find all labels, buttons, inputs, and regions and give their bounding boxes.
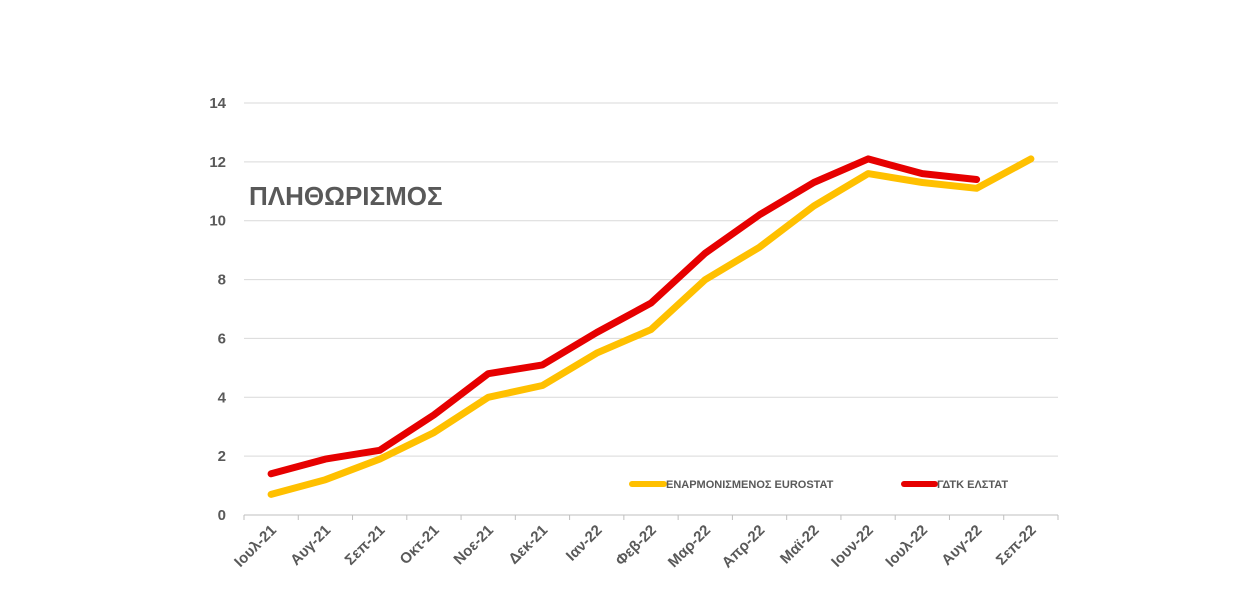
y-tick-label: 6 bbox=[218, 330, 226, 347]
x-tick-label: Μαϊ-22 bbox=[777, 522, 823, 568]
y-tick-label: 12 bbox=[209, 154, 226, 171]
legend-label: ΕΝΑΡΜΟΝΙΣΜΕΝΟΣ EUROSTAT bbox=[666, 479, 834, 491]
x-tick-label: Σεπ-21 bbox=[342, 522, 389, 569]
x-tick-label: Νοε-21 bbox=[451, 522, 498, 569]
x-tick-label: Δεκ-21 bbox=[505, 522, 551, 568]
y-tick-label: 4 bbox=[218, 389, 227, 406]
y-tick-label: 8 bbox=[218, 272, 226, 289]
legend-label: ΓΔΤΚ ΕΛΣΤΑΤ bbox=[937, 479, 1008, 491]
x-tick-label: Ιουλ-21 bbox=[231, 522, 280, 571]
x-tick-label: Μαρ-22 bbox=[665, 522, 714, 571]
y-tick-labels: 0 2 4 6 8 10 12 14 bbox=[209, 95, 226, 524]
x-tick-label: Φεβ-22 bbox=[612, 522, 660, 570]
series-line-0 bbox=[267, 155, 1035, 498]
y-tick-label: 10 bbox=[209, 213, 226, 230]
x-tick-label: Αυγ-22 bbox=[938, 522, 985, 569]
x-tick-label: Ιουλ-22 bbox=[882, 522, 931, 571]
x-tick-label: Ιαν-22 bbox=[563, 522, 606, 565]
x-axis bbox=[243, 514, 1059, 520]
series-lines bbox=[267, 155, 1035, 498]
x-tick-labels: Ιουλ-21 Αυγ-21 Σεπ-21 Οκτ-21 Νοε-21 Δεκ-21 Ιαν… bbox=[231, 522, 1040, 572]
x-tick-label: Απρ-22 bbox=[719, 522, 769, 572]
gridlines bbox=[244, 102, 1058, 457]
legend-item: ΕΝΑΡΜΟΝΙΣΜΕΝΟΣ EUROSTAT bbox=[629, 479, 834, 491]
y-tick-label: 0 bbox=[218, 507, 226, 524]
x-tick-label: Σεπ-22 bbox=[993, 522, 1040, 569]
y-tick-label: 2 bbox=[218, 448, 226, 465]
x-tick-label: Οκτ-21 bbox=[397, 522, 443, 568]
x-tick-label: Αυγ-21 bbox=[287, 522, 334, 569]
chart-title: ΠΛΗΘΩΡΙΣΜΟΣ bbox=[249, 181, 443, 211]
series-line-1 bbox=[267, 155, 981, 478]
x-tick-label: Ιουν-22 bbox=[828, 522, 877, 571]
legend: ΕΝΑΡΜΟΝΙΣΜΕΝΟΣ EUROSTAT ΓΔΤΚ ΕΛΣΤΑΤ bbox=[629, 479, 1008, 491]
legend-item: ΓΔΤΚ ΕΛΣΤΑΤ bbox=[901, 479, 1008, 491]
y-tick-label: 14 bbox=[209, 95, 226, 112]
